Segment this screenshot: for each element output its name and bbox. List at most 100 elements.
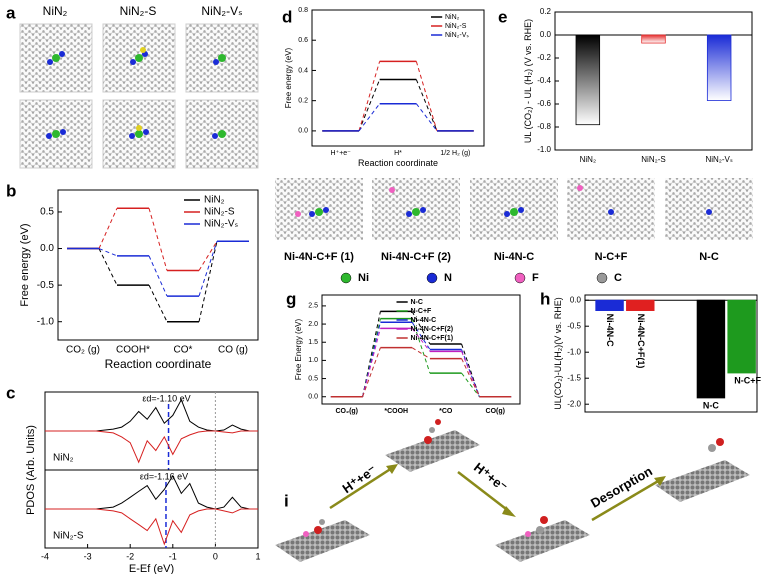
x-tick-label: CO₂(g) [335, 408, 358, 415]
connector [148, 208, 168, 271]
legend-label: Ni-4N-C [411, 317, 437, 324]
connector [411, 318, 431, 374]
panel-letter: c [6, 383, 15, 402]
legend-label: NiN₂ [445, 14, 460, 21]
connector [358, 79, 381, 132]
legend-label: NiN₂-S [445, 23, 467, 30]
bar-label: N-C+F [734, 375, 761, 385]
y-tick-label: 0.0 [308, 394, 318, 401]
legend-label: Ni-4N-C+F(2) [411, 326, 454, 333]
legend-label: NiN₂-Vₛ [204, 219, 239, 230]
connector [358, 61, 381, 132]
y-tick-label: -1.0 [567, 347, 581, 356]
subplot-label: NiN₂-S [53, 531, 84, 542]
y-axis-label: PDOS (Arb. Units) [25, 425, 37, 515]
x-tick-label: NiN₂-S [641, 155, 665, 164]
y-axis-label: UL(CO₂)-UL(H₂)(V vs. RHE) [553, 297, 563, 409]
bar [706, 34, 732, 101]
x-tick-label: NiN₂-Vₛ [705, 155, 732, 164]
panel-letter: d [282, 7, 292, 26]
structure-label: Ni-4N-C [494, 251, 534, 263]
connector [98, 248, 118, 257]
y-axis-label: Free energy (eV) [284, 47, 293, 108]
panel-i: i H⁺+e⁻ H⁺+e⁻ Desorption [275, 419, 750, 562]
connector [362, 328, 381, 397]
bar-label: Ni-4N-C+F(1) [636, 314, 646, 369]
x-tick-label: NiN₂ [580, 155, 596, 164]
y-tick-label: 0.5 [308, 375, 318, 382]
y-tick-label: 0.0 [298, 128, 308, 135]
bar [595, 299, 624, 312]
x-tick-label: -4 [41, 551, 49, 561]
connector [358, 103, 381, 132]
connector [415, 79, 438, 132]
connector [198, 241, 218, 322]
step-label: H⁺+e⁻ [471, 460, 510, 495]
x-tick-label: -2 [126, 551, 134, 561]
connector [411, 347, 431, 360]
y-tick-label: -0.8 [537, 122, 551, 131]
connector [198, 240, 218, 271]
connector [362, 318, 381, 397]
connector [362, 347, 381, 397]
connector [411, 321, 431, 350]
structure-label: N-C [699, 251, 719, 263]
bar [575, 34, 601, 126]
y-tick-label: -2.0 [567, 399, 581, 408]
panel-letter: g [286, 289, 296, 308]
y-tick-label: -1.0 [37, 316, 55, 327]
legend-label: N [444, 272, 452, 284]
panel-a: a NiN₂ NiN₂-S NiN₂-Vₛ [6, 3, 259, 169]
y-tick-label: 0.2 [298, 98, 308, 105]
pdos-line [45, 398, 258, 432]
y-tick-label: 0.2 [540, 7, 552, 16]
y-tick-label: -0.5 [37, 280, 55, 291]
y-tick-label: 0.5 [40, 207, 54, 218]
y-tick-label: 0.8 [298, 7, 308, 14]
y-tick-label: 0.0 [540, 30, 552, 39]
x-axis-label: Reaction coordinate [105, 357, 212, 371]
x-axis-label: Reaction coordinate [358, 158, 438, 168]
y-tick-label: 0.0 [40, 243, 54, 254]
legend-label: NiN₂ [204, 195, 225, 206]
legend-label: Ni-4N-C+F(1) [411, 335, 454, 342]
x-tick-label: -3 [84, 551, 92, 561]
panel-letter: b [6, 181, 16, 200]
panel-letter: a [6, 3, 16, 22]
panel-f: f Ni-4N-C+F (1) Ni-4N-C+F (2) Ni-4N-C N-… [275, 177, 753, 284]
connector [461, 351, 480, 397]
y-axis-label: UL (CO₂) - UL (H₂) (V vs. RHE) [523, 19, 533, 143]
structure-label: N-C+F [595, 251, 628, 263]
legend-label: NiN₂-Vₛ [445, 32, 469, 39]
connector [148, 255, 168, 297]
plot-frame [321, 294, 521, 405]
y-tick-label: 0.6 [298, 37, 308, 44]
legend-label: F [532, 272, 539, 284]
x-tick-label: 1/2 H₂ (g) [440, 150, 470, 157]
panel-letter: e [498, 7, 507, 26]
legend-label: Ni [358, 272, 369, 284]
connector [461, 343, 480, 397]
y-tick-label: -0.5 [567, 321, 581, 330]
panel-letter: i [284, 491, 289, 510]
connector [411, 311, 431, 345]
pdos-line [45, 508, 258, 546]
connector [411, 328, 431, 352]
x-tick-label: 1 [255, 551, 260, 561]
bar [696, 299, 726, 399]
y-tick-label: 1.0 [308, 357, 318, 364]
y-tick-label: -0.6 [537, 99, 551, 108]
plot-frame [311, 9, 485, 147]
connector [461, 372, 480, 398]
bar-label: Ni-4N-C [605, 314, 615, 347]
x-tick-label: CO₂ (g) [66, 345, 100, 356]
y-tick-label: 0.0 [570, 295, 582, 304]
x-tick-label: COOH* [116, 345, 150, 356]
connector [198, 241, 218, 297]
x-tick-label: *CO [439, 408, 453, 415]
bar [626, 299, 655, 312]
connector [461, 358, 480, 397]
plot-frame [584, 294, 758, 413]
x-tick-label: H⁺+e⁻ [330, 150, 351, 157]
